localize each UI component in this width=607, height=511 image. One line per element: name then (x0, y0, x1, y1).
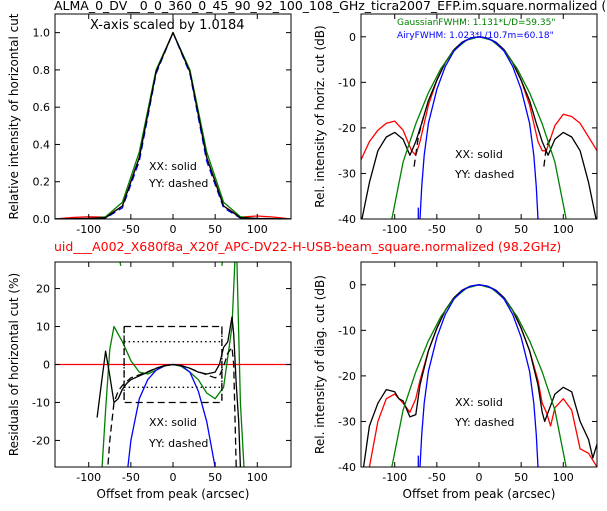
series-group (361, 36, 597, 219)
series-black-dashed-6 (107, 346, 237, 467)
y-tick-label: 0.6 (33, 101, 51, 114)
y-tick-label: -30 (338, 415, 356, 428)
series-black-dashed-2 (413, 114, 425, 167)
y-tick-label: 0.8 (33, 64, 51, 77)
plot-frame (360, 261, 598, 468)
y-tick-label: 0.2 (33, 176, 51, 189)
y-axis-label: Rel. intensity of diag. cut (dB) (313, 275, 327, 454)
annotation: XX: solid (149, 416, 197, 429)
y-tick-label: 20 (36, 283, 50, 296)
y-tick-label: 0 (43, 359, 50, 372)
y-tick-label: 1.0 (33, 27, 51, 40)
x-tick-label: -50 (122, 471, 140, 484)
x-tick-label: 0 (170, 471, 177, 484)
series-group (362, 284, 597, 467)
series-blue-solid-5 (419, 36, 539, 219)
x-axis-label: Offset from peak (arcsec) (403, 487, 556, 501)
x-tick-label: 50 (208, 223, 222, 236)
chart-panel-4: -100 -50 0 50 100 0 -10 -20 -30 -40 Rel. intensity… (313, 261, 598, 501)
y-axis-label: Relative intensity of horizontal cut (7, 13, 21, 219)
y-tick-label: -10 (338, 76, 356, 89)
series-green-solid-2 (391, 284, 567, 467)
x-tick-label: -100 (76, 471, 101, 484)
bottom-title: uid___A002_X680f8a_X20f_APC-DV22-H-USB-b… (54, 239, 561, 254)
series-blue-solid-3 (419, 284, 539, 467)
annotation: GaussianFWHM: 1.131*L/D=59.35" (397, 18, 555, 28)
annotation: YY: dashed (148, 437, 208, 450)
series-black-solid-3 (55, 31, 291, 219)
chart-panel-2: -100 -50 0 50 100 0 -10 -20 -30 -40 Rel. intensity… (313, 13, 598, 236)
y-tick-label: -30 (338, 167, 356, 180)
x-tick-label: -50 (122, 223, 140, 236)
series-green-solid-2 (119, 262, 122, 266)
y-axis-label: Rel. intensity of horiz. cut (dB) (313, 25, 327, 207)
annotation: XX: solid (149, 160, 197, 173)
series-group (55, 31, 291, 219)
x-tick-label: -100 (382, 471, 407, 484)
series-green-solid-4 (391, 36, 567, 219)
x-tick-label: 100 (247, 471, 268, 484)
y-tick-label: -20 (338, 122, 356, 135)
y-tick-label: 0.4 (33, 138, 51, 151)
y-tick-label: 0.0 (33, 213, 51, 226)
y-tick-label: -40 (338, 213, 356, 226)
series-green-solid-2 (55, 31, 291, 219)
annotation: YY: dashed (454, 168, 514, 181)
series-red-solid-0 (55, 31, 291, 219)
annotation: X-axis scaled by 1.0184 (90, 18, 245, 33)
x-tick-label: 50 (514, 471, 528, 484)
y-tick-label: 0 (349, 279, 356, 292)
series-black-dashed-3 (543, 136, 553, 167)
x-tick-label: -50 (428, 471, 446, 484)
chart-panel-1: -100 -50 0 50 100 0.0 0.2 0.4 0.6 0.8 1.0 Relative … (7, 13, 292, 236)
y-tick-label: 0 (349, 31, 356, 44)
y-tick-label: -10 (338, 324, 356, 337)
annotation: XX: solid (455, 148, 503, 161)
top-title: ALMA_0_DV__0_0_360_0_45_90_92_100_108_GH… (54, 0, 606, 13)
series-green-solid-3 (221, 262, 223, 266)
x-tick-label: -100 (76, 223, 101, 236)
y-tick-label: -20 (32, 434, 50, 447)
x-tick-label: -100 (382, 223, 407, 236)
y-tick-label: 10 (36, 321, 50, 334)
series-group (55, 262, 291, 467)
y-axis-label: Residuals of horizontal cut (%) (7, 273, 21, 456)
x-tick-label: 0 (476, 223, 483, 236)
y-tick-label: -20 (338, 370, 356, 383)
y-tick-label: -40 (338, 461, 356, 474)
x-tick-label: 0 (170, 223, 177, 236)
annotation: XX: solid (455, 396, 503, 409)
x-tick-label: 50 (514, 223, 528, 236)
x-tick-label: -50 (428, 223, 446, 236)
series-blue-dashed-1 (55, 31, 291, 219)
x-tick-label: 0 (476, 471, 483, 484)
series-black-solid-1 (362, 284, 597, 467)
x-tick-label: 100 (553, 471, 574, 484)
series-red-solid-0 (368, 284, 597, 467)
annotation: YY: dashed (454, 416, 514, 429)
annotation: AiryFWHM: 1.023*L/10.7m=60.18" (397, 31, 554, 41)
x-tick-label: 100 (247, 223, 268, 236)
x-tick-label: 100 (553, 223, 574, 236)
x-axis-label: Offset from peak (arcsec) (97, 487, 250, 501)
x-tick-label: 50 (208, 471, 222, 484)
annotation: YY: dashed (148, 177, 208, 190)
series-red-solid-0 (361, 36, 597, 161)
y-tick-label: -10 (32, 396, 50, 409)
